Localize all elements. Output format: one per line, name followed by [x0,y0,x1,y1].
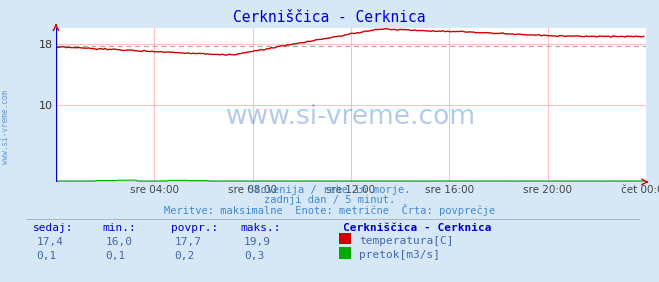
Text: min.:: min.: [102,223,136,233]
Text: 0,3: 0,3 [244,251,264,261]
Text: www.si-vreme.com: www.si-vreme.com [1,90,10,164]
Text: 0,1: 0,1 [105,251,126,261]
Text: www.si-vreme.com: www.si-vreme.com [226,104,476,130]
Text: povpr.:: povpr.: [171,223,219,233]
Text: Slovenija / reke in morje.: Slovenija / reke in morje. [248,185,411,195]
Text: zadnji dan / 5 minut.: zadnji dan / 5 minut. [264,195,395,204]
Text: 17,4: 17,4 [36,237,63,247]
Text: temperatura[C]: temperatura[C] [359,236,453,246]
Text: pretok[m3/s]: pretok[m3/s] [359,250,440,260]
Text: sedaj:: sedaj: [33,223,73,233]
Text: Cerkniščica - Cerknica: Cerkniščica - Cerknica [233,10,426,25]
Text: 17,7: 17,7 [175,237,202,247]
Text: Meritve: maksimalne  Enote: metrične  Črta: povprečje: Meritve: maksimalne Enote: metrične Črta… [164,204,495,217]
Text: 16,0: 16,0 [105,237,132,247]
Text: 0,1: 0,1 [36,251,57,261]
Text: maks.:: maks.: [241,223,281,233]
Text: Cerkniščica - Cerknica: Cerkniščica - Cerknica [343,223,491,233]
Text: 19,9: 19,9 [244,237,271,247]
Text: 0,2: 0,2 [175,251,195,261]
